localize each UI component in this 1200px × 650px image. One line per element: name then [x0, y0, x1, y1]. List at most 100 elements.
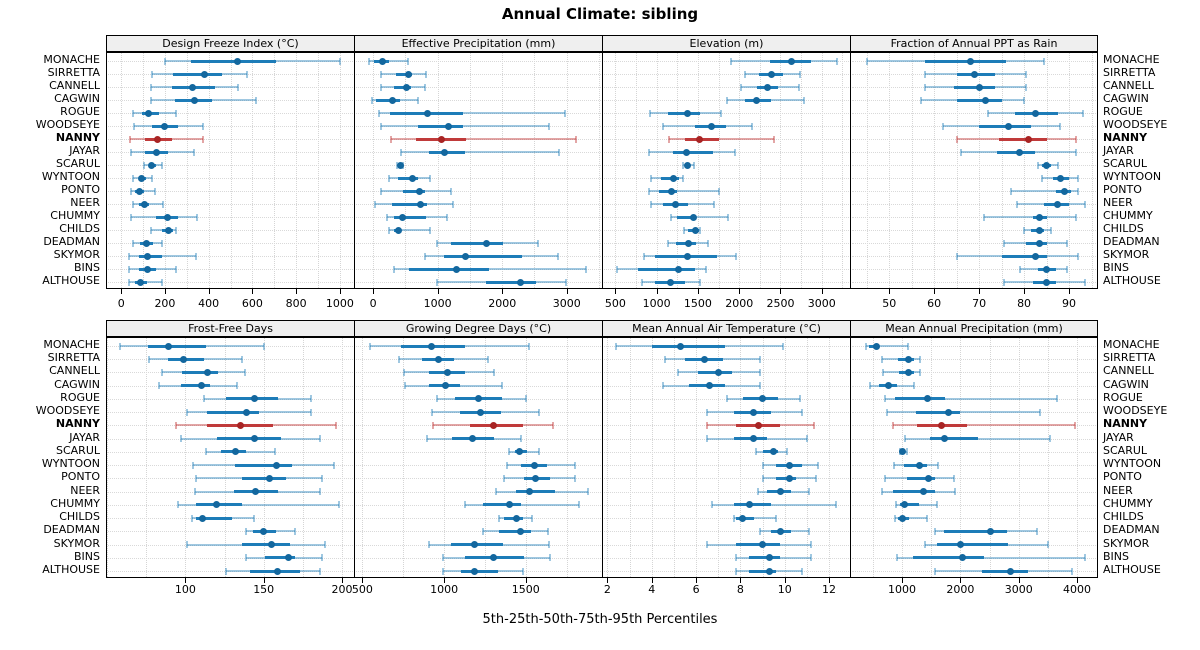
site-label-right: SIRRETTA [1103, 351, 1156, 365]
gridline-h [604, 61, 849, 62]
whisker-end-cap [127, 265, 130, 273]
gridline-h [356, 282, 601, 283]
whisker-end-cap [161, 200, 164, 208]
axis-tick-label: 1000 [430, 583, 459, 596]
gridline-h [852, 191, 1096, 192]
gridline-v [1091, 53, 1093, 288]
whisker-end-cap [869, 382, 872, 390]
gridline-v [1024, 53, 1026, 288]
whisker-end-cap [160, 239, 163, 247]
median-dot [242, 408, 250, 416]
axis-tick [902, 578, 904, 583]
site-label-left: NEER [70, 483, 100, 497]
gridline-v [252, 53, 254, 288]
gridline-h [356, 126, 601, 127]
whisker-end-cap [642, 252, 645, 260]
whisker-end-cap [650, 200, 653, 208]
median-dot [1031, 252, 1039, 260]
whisker-end-cap [912, 382, 915, 390]
axis-tick-label: 2500 [766, 297, 795, 310]
whisker-end-cap [262, 342, 265, 350]
site-label-left: WOODSEYE [35, 404, 100, 418]
whisker-end-cap [661, 122, 664, 130]
whisker-end-cap [320, 474, 323, 482]
percentile-whisker-5-95 [393, 268, 587, 270]
whisker-end-cap [132, 174, 135, 182]
percentile-whisker-5-95 [400, 151, 560, 153]
gridline-h [852, 491, 1096, 493]
gridline-h [108, 359, 353, 361]
site-label-right: SKYMOR [1103, 248, 1150, 261]
whisker-end-cap [1083, 200, 1086, 208]
median-dot [396, 161, 404, 169]
axis-tick [263, 578, 265, 583]
percentile-bar-25-75 [673, 150, 713, 154]
site-label-right: CANNELL [1103, 79, 1154, 92]
whisker-end-cap [202, 135, 205, 143]
whisker-end-cap [1025, 70, 1028, 78]
axis-tick-label: 1000 [642, 297, 671, 310]
median-dot [884, 382, 892, 390]
whisker-end-cap [664, 355, 667, 363]
whisker-end-cap [506, 461, 509, 469]
axis-tick [525, 578, 527, 583]
whisker-end-cap [531, 514, 534, 522]
whisker-end-cap [801, 567, 804, 575]
axis-tick-label: 500 [604, 297, 626, 310]
percentile-whisker-5-95 [897, 556, 1085, 559]
whisker-end-cap [937, 461, 940, 469]
site-label-left: CANNELL [49, 364, 100, 378]
axis-tick-label: 3000 [1004, 583, 1033, 596]
site-label-left: SCARUL [55, 157, 100, 170]
median-dot [956, 541, 964, 549]
median-dot [470, 567, 478, 575]
panel-plot-area [850, 52, 1098, 289]
percentile-bar-25-75 [981, 569, 1029, 573]
whisker-end-cap [154, 187, 157, 195]
axis-tick-label: 2000 [725, 297, 754, 310]
whisker-end-cap [508, 448, 511, 456]
gridline-h [852, 282, 1096, 283]
gridline-h [108, 113, 353, 114]
gridline-h [356, 61, 601, 62]
whisker-end-cap [549, 554, 552, 562]
whisker-end-cap [785, 448, 788, 456]
whisker-end-cap [1059, 122, 1062, 130]
gridline-v [484, 338, 486, 577]
gridline-h [604, 87, 849, 88]
percentile-whisker-5-95 [866, 345, 909, 347]
median-dot [272, 461, 280, 469]
median-dot [233, 57, 241, 65]
axis-tick [829, 578, 831, 583]
whisker-end-cap [547, 541, 550, 549]
gridline-v [931, 338, 933, 577]
gridline-h [604, 74, 849, 75]
median-dot [415, 187, 423, 195]
gridline-h [604, 491, 849, 493]
whisker-end-cap [726, 395, 729, 403]
whisker-end-cap [1036, 527, 1039, 535]
whisker-end-cap [193, 148, 196, 156]
gridline-h [852, 518, 1096, 520]
gridline-h [604, 217, 849, 218]
gridline-v [444, 338, 446, 577]
axis-tick-label: 2 [603, 583, 611, 596]
median-dot [489, 554, 497, 562]
median-dot [434, 355, 442, 363]
gridline-h [604, 243, 849, 244]
site-label-left: SIRRETTA [47, 351, 100, 365]
whisker-end-cap [423, 83, 426, 91]
site-label-right: NEER [1103, 196, 1133, 209]
whisker-end-cap [503, 474, 506, 482]
whisker-end-cap [754, 448, 757, 456]
whisker-end-cap [706, 435, 709, 443]
median-dot [667, 187, 675, 195]
median-dot [203, 368, 211, 376]
panel-plot-area [354, 337, 603, 578]
gridline-h [356, 87, 601, 88]
gridline-h [356, 465, 601, 467]
whisker-end-cap [133, 122, 136, 130]
gridline-h [108, 571, 353, 572]
whisker-end-cap [1065, 265, 1068, 273]
site-label-right: SIRRETTA [1103, 66, 1156, 79]
